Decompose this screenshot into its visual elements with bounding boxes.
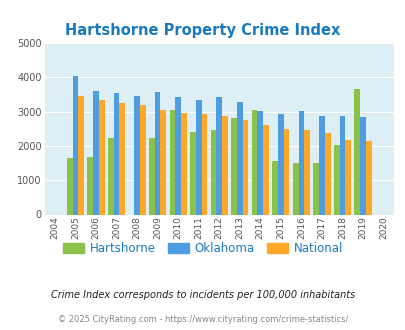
Bar: [257, 111, 262, 214]
Bar: [181, 113, 186, 214]
Bar: [72, 76, 78, 214]
Bar: [222, 115, 227, 214]
Bar: [108, 138, 113, 214]
Bar: [313, 163, 318, 214]
Bar: [195, 100, 201, 214]
Bar: [149, 138, 154, 214]
Bar: [324, 133, 330, 214]
Bar: [175, 97, 181, 214]
Bar: [339, 116, 345, 214]
Text: Crime Index corresponds to incidents per 100,000 inhabitants: Crime Index corresponds to incidents per…: [51, 290, 354, 300]
Bar: [134, 96, 140, 214]
Bar: [230, 118, 237, 214]
Bar: [140, 105, 145, 214]
Legend: Hartshorne, Oklahoma, National: Hartshorne, Oklahoma, National: [58, 237, 347, 260]
Bar: [318, 116, 324, 214]
Bar: [169, 110, 175, 214]
Bar: [119, 103, 125, 214]
Bar: [277, 114, 283, 214]
Text: © 2025 CityRating.com - https://www.cityrating.com/crime-statistics/: © 2025 CityRating.com - https://www.city…: [58, 315, 347, 324]
Bar: [345, 140, 350, 214]
Bar: [283, 129, 289, 214]
Bar: [201, 114, 207, 214]
Bar: [87, 157, 93, 214]
Bar: [190, 132, 195, 214]
Bar: [113, 93, 119, 214]
Bar: [262, 125, 268, 214]
Text: Hartshorne Property Crime Index: Hartshorne Property Crime Index: [65, 23, 340, 38]
Bar: [365, 141, 371, 214]
Bar: [154, 92, 160, 214]
Bar: [67, 158, 72, 214]
Bar: [210, 130, 216, 214]
Bar: [333, 145, 339, 214]
Bar: [160, 110, 166, 214]
Bar: [93, 91, 99, 214]
Bar: [242, 120, 248, 214]
Bar: [216, 97, 222, 214]
Bar: [99, 100, 104, 214]
Bar: [298, 111, 303, 214]
Bar: [272, 161, 277, 215]
Bar: [251, 110, 257, 214]
Bar: [354, 89, 359, 214]
Bar: [303, 130, 309, 214]
Bar: [237, 102, 242, 214]
Bar: [78, 96, 84, 214]
Bar: [359, 117, 365, 214]
Bar: [292, 163, 298, 214]
